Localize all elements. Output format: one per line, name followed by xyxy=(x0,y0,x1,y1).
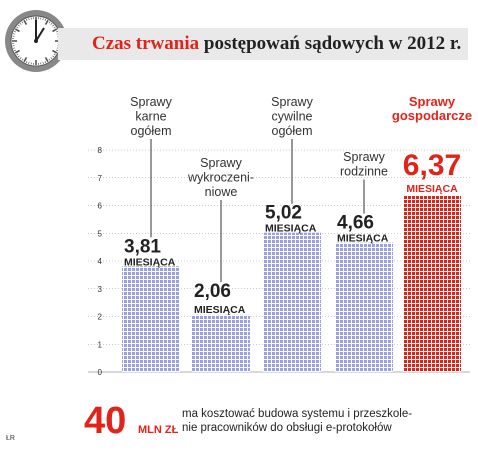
footer-text-line-1: ma kosztować budowa systemu i przeszkole… xyxy=(182,408,413,420)
category-label: ogółem xyxy=(272,124,313,138)
value-label: 5,02 xyxy=(265,203,302,224)
clock-tick xyxy=(55,49,59,52)
category-label: cywilne xyxy=(272,110,313,124)
clock-tick xyxy=(44,18,47,22)
unit-label: MIESIĄCA xyxy=(124,256,176,268)
y-axis-ticks: 0 1 2 3 4 5 6 7 8 xyxy=(98,146,103,377)
y-tick-label: 3 xyxy=(98,285,103,294)
footer-text: ma kosztować budowa systemu i przeszkole… xyxy=(182,407,462,435)
y-tick-label: 2 xyxy=(98,313,103,322)
clock-tick xyxy=(44,60,47,64)
value-label: 3,81 xyxy=(124,236,161,257)
clock-tick xyxy=(44,57,49,63)
title-highlight: Czas trwania xyxy=(92,33,200,54)
footer-number: 40 xyxy=(84,400,127,442)
category-label: gospodarcze xyxy=(392,108,472,123)
clock-tick xyxy=(52,55,55,58)
y-tick-label: 5 xyxy=(98,229,103,238)
category-label: wykroczeni- xyxy=(187,171,254,185)
clock-tick xyxy=(13,49,17,52)
category-label: Sprawy xyxy=(409,94,456,109)
bars xyxy=(122,195,461,372)
clock-tick xyxy=(52,49,58,54)
title-band xyxy=(58,28,468,60)
bar xyxy=(263,232,321,372)
clock-tick xyxy=(13,47,16,49)
unit-label: MIESIĄCA xyxy=(194,304,246,316)
clock-tick xyxy=(17,24,20,27)
y-tick-label: 4 xyxy=(98,257,103,266)
clock-tick xyxy=(25,60,28,64)
y-tick-label: 7 xyxy=(98,174,103,183)
clock-tick xyxy=(55,30,59,33)
clock-tick xyxy=(48,21,51,24)
clock-tick xyxy=(25,18,28,22)
y-tick-label: 1 xyxy=(98,340,103,349)
clock-tick xyxy=(21,21,24,24)
unit-label: MIESIĄCA xyxy=(337,233,389,245)
category-label: Sprawy xyxy=(130,95,172,109)
footer-text-line-2: nie pracowników do obsługi e-protokołów xyxy=(182,422,392,434)
clock-tick xyxy=(21,58,24,61)
bar xyxy=(122,266,180,372)
clock-tick xyxy=(17,55,20,58)
credit: ŁR xyxy=(6,435,15,442)
category-label: Sprawy xyxy=(271,95,313,109)
clock-tick xyxy=(16,26,19,29)
clock-tick xyxy=(42,61,44,64)
clock-tick xyxy=(28,61,30,64)
category-label: rodzinne xyxy=(340,165,388,179)
clock-tick xyxy=(13,30,17,33)
value-label: 4,66 xyxy=(337,213,374,234)
clock-tick xyxy=(48,58,51,61)
clock-tick xyxy=(53,53,56,56)
clock-tick xyxy=(23,57,28,63)
title-rest: postępowań sądowych w 2012 r. xyxy=(203,33,462,54)
clock-tick xyxy=(28,18,30,21)
category-label: karne xyxy=(135,110,166,124)
bar xyxy=(403,195,461,372)
y-tick-label: 0 xyxy=(98,368,103,377)
unit-label: MIESIĄCA xyxy=(406,183,458,195)
clock-tick xyxy=(19,57,22,60)
clock-tick xyxy=(13,33,16,35)
y-tick-label: 8 xyxy=(98,146,103,155)
value-label: 2,06 xyxy=(194,281,231,302)
clock-tick xyxy=(16,53,19,56)
clock-tick xyxy=(14,49,20,54)
clock-tick xyxy=(44,19,49,25)
clock-tick xyxy=(52,24,55,27)
category-label: ogółem xyxy=(131,124,172,138)
unit-label: MIESIĄCA xyxy=(265,223,317,235)
clock-tick xyxy=(42,18,44,21)
category-label: Sprawy xyxy=(343,150,385,164)
chart-title: Czas trwania postępowań sądowych w 2012 … xyxy=(92,33,461,55)
category-label: Sprawy xyxy=(200,156,242,170)
clock-tick xyxy=(50,57,53,60)
clock-tick xyxy=(19,22,22,25)
value-label: 6,37 xyxy=(403,149,461,182)
bar-labels: Sprawykarneogółem3,81MIESIĄCASprawywykro… xyxy=(124,94,472,316)
clock-icon xyxy=(5,10,67,72)
bar xyxy=(335,242,393,372)
bar xyxy=(192,314,250,372)
y-tick-label: 6 xyxy=(98,202,103,211)
category-label: niowe xyxy=(205,185,238,199)
clock-tick xyxy=(23,19,28,25)
clock-tick xyxy=(14,28,20,33)
footer-unit: MLN ZŁ xyxy=(138,424,179,436)
clock-tick xyxy=(50,22,53,25)
clock-tick xyxy=(53,26,56,29)
clock-tick xyxy=(52,28,58,33)
